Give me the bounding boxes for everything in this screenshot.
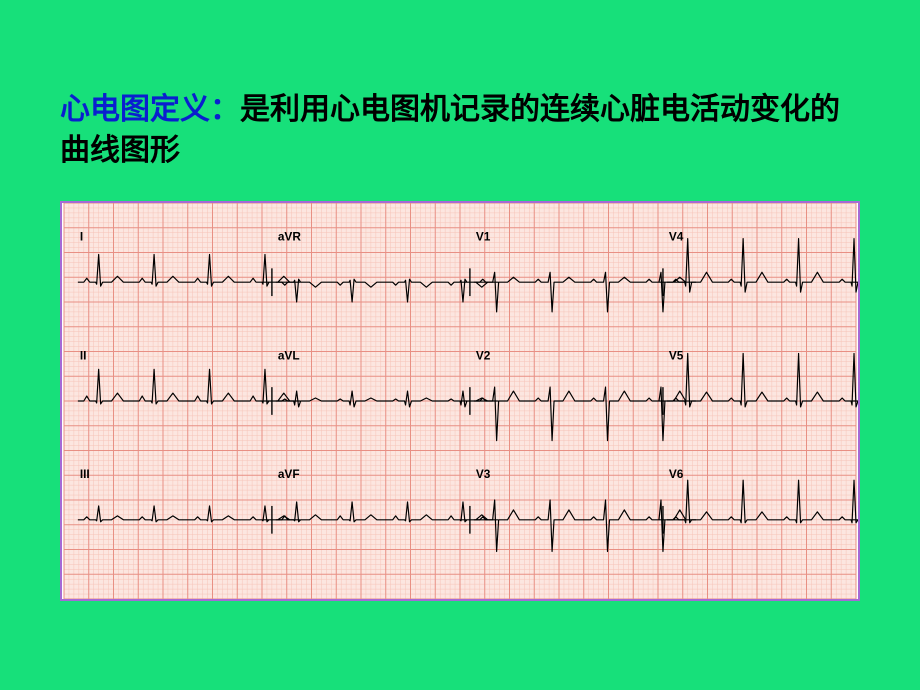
ecg-svg: IaVR V1 V4 II aVL V2 V5 III aVF V3 V6 (62, 203, 858, 599)
ecg-chart: IaVR V1 V4 II aVL V2 V5 III aVF V3 V6 (60, 201, 860, 601)
svg-text:aVF: aVF (278, 467, 300, 481)
svg-text:V6: V6 (669, 467, 684, 481)
svg-text:aVL: aVL (278, 348, 300, 362)
svg-text:V1: V1 (476, 230, 491, 244)
svg-text:V5: V5 (669, 348, 684, 362)
svg-text:V4: V4 (669, 230, 684, 244)
svg-text:I: I (80, 230, 83, 244)
svg-text:V2: V2 (476, 348, 491, 362)
svg-text:V3: V3 (476, 467, 491, 481)
svg-text:aVR: aVR (278, 230, 302, 244)
slide: 心电图定义：是利用心电图机记录的连续心脏电活动变化的曲线图形 IaVRV1V4I… (0, 0, 920, 690)
svg-text:II: II (80, 348, 87, 362)
definition-term: 心电图定义 (60, 93, 210, 126)
svg-text:III: III (80, 467, 90, 481)
definition-colon: ： (210, 93, 240, 126)
slide-title: 心电图定义：是利用心电图机记录的连续心脏电活动变化的曲线图形 (60, 90, 860, 171)
